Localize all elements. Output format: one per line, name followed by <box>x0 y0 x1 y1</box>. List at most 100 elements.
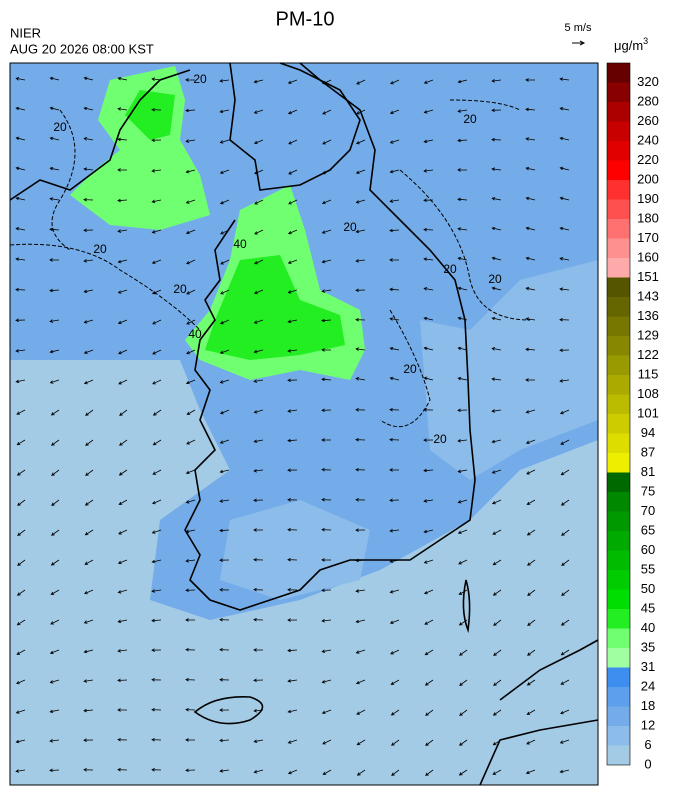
wind-arrow <box>84 499 94 506</box>
colorbar-band <box>607 492 630 512</box>
wind-arrow <box>423 198 434 202</box>
wind-arrow <box>117 767 128 772</box>
wind-arrow <box>423 589 434 595</box>
wind-arrow <box>459 709 468 716</box>
wind-arrow <box>151 737 162 742</box>
wind-arrow <box>49 258 60 262</box>
wind-arrow <box>83 649 94 654</box>
wind-arrow <box>491 469 502 474</box>
wind-arrow <box>560 469 570 476</box>
wind-arrow <box>423 499 434 503</box>
wind-arrow <box>525 347 536 352</box>
wind-arrow <box>560 499 570 506</box>
wind-arrow <box>355 467 366 472</box>
wind-arrow <box>253 557 264 562</box>
wind-arrow <box>51 469 60 476</box>
wind-arrow <box>559 348 570 353</box>
wind-arrow <box>15 348 26 353</box>
wind-arrow <box>83 708 94 713</box>
colorbar-band <box>607 433 630 453</box>
wind-field <box>15 76 570 776</box>
wind-arrow <box>151 648 162 652</box>
wind-arrow <box>219 409 230 415</box>
wind-arrow <box>457 227 468 231</box>
contour-label: 20 <box>193 72 207 86</box>
wind-arrow <box>151 707 162 712</box>
wind-arrow <box>355 139 366 145</box>
pm-area <box>70 66 210 230</box>
colorbar-label: 101 <box>637 405 659 420</box>
colorbar-label: 18 <box>641 698 655 713</box>
wind-arrow <box>253 409 264 414</box>
wind-arrow <box>355 589 366 593</box>
wind-arrow <box>423 79 434 84</box>
colorbar-band <box>607 628 630 648</box>
wind-arrow <box>253 349 264 354</box>
colorbar-label: 65 <box>641 522 655 537</box>
wind-arrow <box>560 679 570 685</box>
wind-arrow <box>185 108 196 113</box>
wind-arrow <box>185 78 196 82</box>
wind-arrow <box>561 559 570 566</box>
colorbar-band <box>607 414 630 434</box>
wind-arrow <box>83 76 94 81</box>
wind-arrow <box>185 169 196 174</box>
colorbar-band <box>607 726 630 746</box>
wind-arrow <box>185 738 196 742</box>
datetime: AUG 20 2026 08:00 KST <box>10 41 154 56</box>
wind-arrow <box>117 107 128 111</box>
wind-arrow <box>186 289 196 295</box>
wind-arrow <box>389 619 400 624</box>
colorbar-label: 70 <box>641 503 655 518</box>
wind-arrow <box>49 709 60 714</box>
colorbar-label: 115 <box>638 366 659 381</box>
wind-arrow <box>491 377 502 381</box>
colorbar-band <box>607 355 630 375</box>
wind-arrow <box>220 289 230 295</box>
colorbar-label: 94 <box>641 425 655 440</box>
wind-arrow <box>559 136 570 141</box>
wind-scale-arrow <box>572 40 586 46</box>
colorbar-label: 60 <box>641 542 655 557</box>
wind-arrow <box>492 529 502 535</box>
wind-arrow <box>85 439 94 446</box>
colorbar-label: 320 <box>637 74 659 89</box>
wind-arrow <box>253 528 263 532</box>
wind-arrow <box>459 739 468 746</box>
wind-arrow <box>491 197 502 201</box>
colorbar-band <box>607 745 630 765</box>
wind-arrow <box>423 227 434 232</box>
wind-arrow <box>287 679 298 683</box>
contour-label: 20 <box>173 282 187 296</box>
wind-arrow <box>424 679 434 686</box>
colorbar-band <box>607 667 630 687</box>
wind-arrow <box>219 169 230 174</box>
wind-arrow <box>83 679 94 683</box>
wind-arrow <box>15 136 26 141</box>
wind-arrow <box>525 226 536 231</box>
wind-arrow <box>355 199 366 204</box>
colorbar-band <box>607 648 630 668</box>
wind-arrow <box>287 618 298 622</box>
wind-arrow <box>491 226 502 231</box>
wind-arrow <box>457 499 468 504</box>
colorbar: 0 6 12 18 24 31 35 40 45 50 55 60 65 70 75 81 87 94 101 108… <box>606 62 659 771</box>
wind-arrow <box>219 199 230 205</box>
wind-arrow <box>16 409 26 415</box>
contour-labels: 20 20 20 20 20 20 20 40 40 20 20 20 <box>53 72 502 446</box>
wind-arrow <box>117 259 128 264</box>
wind-arrow <box>423 559 434 564</box>
wind-arrow <box>525 286 536 291</box>
wind-arrow <box>50 589 60 595</box>
colorbar-label: 87 <box>641 444 655 459</box>
wind-arrow <box>83 379 94 385</box>
wind-arrow <box>253 498 264 503</box>
wind-arrow <box>49 136 60 141</box>
wind-arrow <box>253 587 264 592</box>
wind-arrow <box>389 589 400 594</box>
wind-arrow <box>117 289 128 294</box>
wind-arrow <box>219 647 230 652</box>
wind-arrow <box>15 739 26 744</box>
wind-arrow <box>151 559 162 564</box>
low-area <box>420 260 598 480</box>
